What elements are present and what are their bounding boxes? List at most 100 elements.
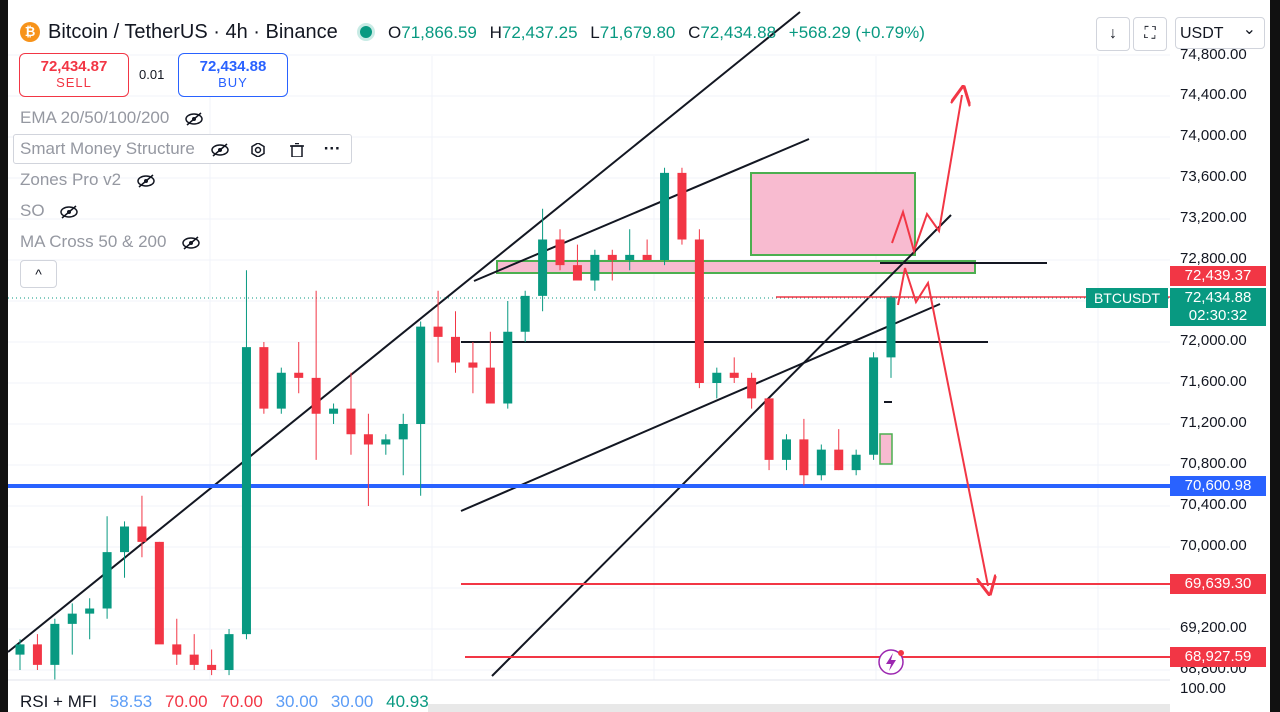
rsi-value: 70.00 xyxy=(220,692,263,711)
trend-lines[interactable] xyxy=(7,11,1047,677)
candle xyxy=(363,413,373,506)
eye-off-icon[interactable] xyxy=(210,142,230,157)
more-icon[interactable]: ··· xyxy=(323,139,341,158)
candle xyxy=(189,634,199,670)
indicator-label: MA Cross 50 & 200 xyxy=(20,232,167,251)
chart-header: ₿ Bitcoin / TetherUS · 4h · Binance O71,… xyxy=(0,0,1280,56)
trend-line-lower[interactable] xyxy=(491,214,952,677)
supply-zone[interactable] xyxy=(750,172,916,256)
candle-body xyxy=(538,239,548,296)
candle-body xyxy=(67,613,77,624)
settings-icon[interactable] xyxy=(248,142,268,157)
candle xyxy=(764,398,774,471)
alert-price-label[interactable]: 72,439.37 xyxy=(1170,266,1266,286)
axis-tick: 74,000.00 xyxy=(1180,127,1247,144)
sell-button[interactable]: 72,434.87 SELL xyxy=(19,53,129,97)
currency-select[interactable]: USDT ⌄ xyxy=(1175,17,1265,49)
candle-body xyxy=(346,408,356,435)
bitcoin-icon[interactable]: ₿ xyxy=(20,22,40,42)
candle xyxy=(677,167,687,245)
indicator-zones-pro[interactable]: Zones Pro v2 xyxy=(20,170,156,190)
candle-body xyxy=(572,265,582,281)
candle-body xyxy=(294,372,304,378)
rsi-value: 58.53 xyxy=(109,692,153,711)
eye-off-icon[interactable] xyxy=(59,204,79,219)
symbol-tag: BTCUSDT xyxy=(1086,288,1168,308)
indicator-ma-cross[interactable]: MA Cross 50 & 200 xyxy=(20,232,201,252)
candle-body xyxy=(781,439,791,460)
trash-icon[interactable] xyxy=(287,142,307,157)
indicator-ema[interactable]: EMA 20/50/100/200 xyxy=(20,108,204,128)
close-value: 72,434.88 xyxy=(700,23,777,42)
candle-body xyxy=(851,454,861,471)
candle xyxy=(15,639,25,670)
quantity-value[interactable]: 0.01 xyxy=(139,67,165,82)
candle xyxy=(834,429,844,471)
trend-line-outer[interactable] xyxy=(7,11,801,653)
high-value: 72,437.25 xyxy=(501,23,578,42)
symbol-title[interactable]: Bitcoin / TetherUS · 4h · Binance xyxy=(48,21,338,43)
buy-button[interactable]: 72,434.88 BUY xyxy=(178,53,288,97)
level-2-price-label[interactable]: 68,927.59 xyxy=(1170,647,1266,667)
candle xyxy=(398,413,408,476)
candle xyxy=(85,598,95,640)
candle xyxy=(781,434,791,471)
candle xyxy=(276,367,286,414)
rsi-value: 30.00 xyxy=(275,692,319,711)
indicator-label: SO xyxy=(20,201,45,220)
download-icon[interactable]: ↓ xyxy=(1096,17,1130,51)
rsi-legend[interactable]: RSI + MFI 58.53 70.00 70.00 30.00 30.00 … xyxy=(20,692,437,712)
candle xyxy=(102,516,112,619)
ohlc-readout: O71,866.59 H72,437.25 L71,679.80 C72,434… xyxy=(388,23,933,43)
candle-body xyxy=(503,331,513,404)
candle-body xyxy=(468,362,478,368)
candle xyxy=(416,321,426,496)
candle xyxy=(329,403,339,424)
indicator-so[interactable]: SO xyxy=(20,201,79,221)
candle-body xyxy=(398,424,408,440)
candle-body xyxy=(276,372,286,409)
candle xyxy=(207,649,217,676)
candle-body xyxy=(555,239,565,266)
rsi-value: 70.00 xyxy=(165,692,208,711)
axis-tick: 70,400.00 xyxy=(1180,496,1247,513)
price-axis[interactable] xyxy=(1170,0,1280,712)
level-1-price-label[interactable]: 69,639.30 xyxy=(1170,574,1266,594)
fullscreen-icon[interactable]: ⛶ xyxy=(1133,17,1167,51)
eye-off-icon[interactable] xyxy=(181,235,201,250)
candle-body xyxy=(642,254,652,260)
trend-line-upper[interactable] xyxy=(473,138,810,282)
candle xyxy=(572,244,582,281)
trend-line-middle[interactable] xyxy=(460,303,941,512)
candle xyxy=(172,618,182,665)
rsi-title: RSI + MFI xyxy=(20,692,97,711)
bullish-projection-arrow[interactable] xyxy=(891,95,962,255)
rsi-axis-tick: 100.00 xyxy=(1180,680,1226,697)
candle xyxy=(137,495,147,558)
candle xyxy=(503,301,513,409)
candle-body xyxy=(625,254,635,260)
rsi-value: 30.00 xyxy=(330,692,374,711)
demand-zone[interactable] xyxy=(496,260,976,274)
eye-off-icon[interactable] xyxy=(184,111,204,126)
indicator-label: EMA 20/50/100/200 xyxy=(20,108,170,127)
grid-lines xyxy=(8,54,1170,680)
support-price-label[interactable]: 70,600.98 xyxy=(1170,476,1266,496)
open-value: 71,866.59 xyxy=(401,23,477,42)
candle-body xyxy=(154,541,164,645)
currency-value: USDT xyxy=(1180,25,1224,42)
candle xyxy=(32,634,42,670)
change-value: +568.29 (+0.79%) xyxy=(788,23,925,42)
indicator-smart-money[interactable]: Smart Money Structure ··· xyxy=(20,139,341,159)
axis-tick: 71,600.00 xyxy=(1180,373,1247,390)
bearish-projection-arrow[interactable] xyxy=(897,267,988,586)
candle xyxy=(120,521,130,578)
candle xyxy=(694,229,704,389)
collapse-indicators-button[interactable]: ^ xyxy=(20,260,57,288)
axis-tick: 69,200.00 xyxy=(1180,619,1247,636)
candle xyxy=(154,541,164,645)
eye-off-icon[interactable] xyxy=(136,173,156,188)
small-zone[interactable] xyxy=(879,433,893,465)
candle-body xyxy=(764,398,774,460)
